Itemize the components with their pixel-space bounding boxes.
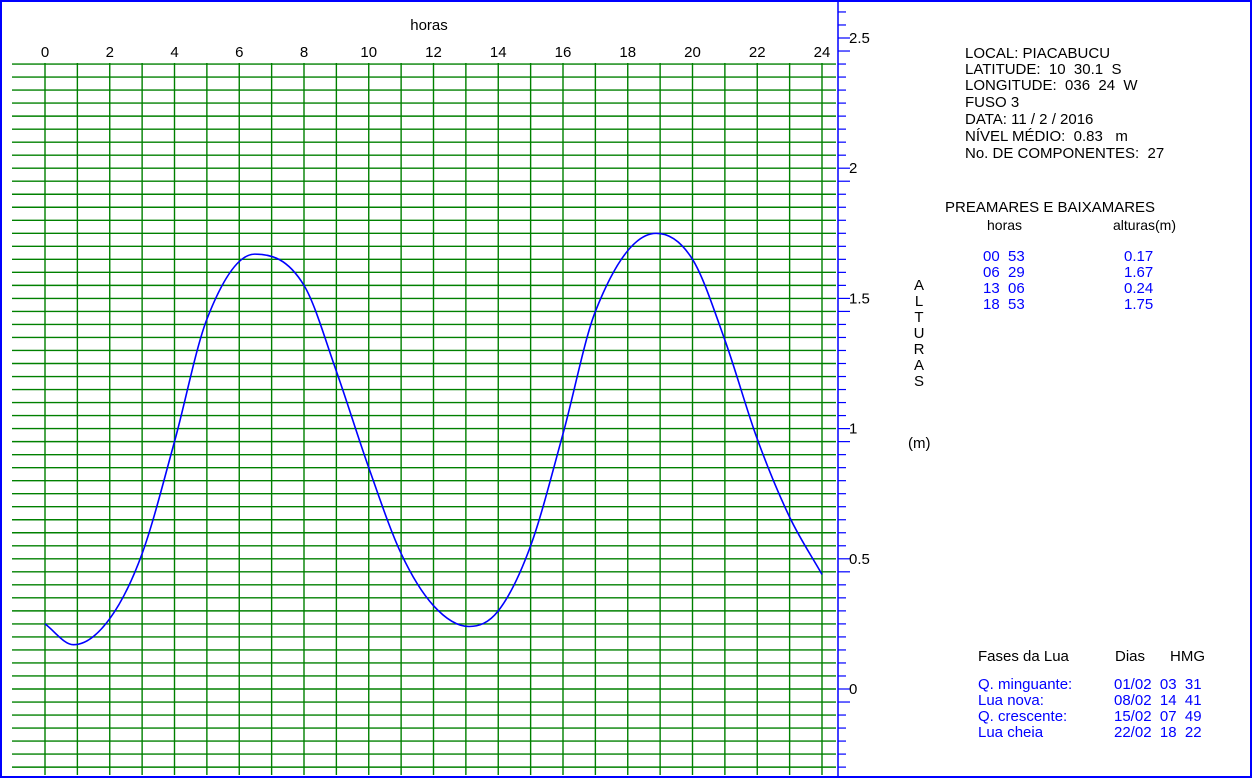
x-axis-label: horas bbox=[410, 17, 448, 34]
x-tick-label: 8 bbox=[300, 44, 308, 61]
y-tick-label: 0.5 bbox=[849, 551, 870, 568]
tide-time: 00 53 bbox=[983, 248, 1025, 265]
y-tick-label: 0 bbox=[849, 681, 857, 698]
y-axis-label-letter: U bbox=[913, 325, 925, 342]
y-tick-label: 2.5 bbox=[849, 30, 870, 47]
moon-date: 01/02 03 31 bbox=[1114, 676, 1202, 693]
y-axis-label-letter: L bbox=[914, 293, 924, 310]
moon-date: 08/02 14 41 bbox=[1114, 692, 1202, 709]
y-axis-label-letter: R bbox=[913, 341, 925, 358]
info-longitude: LONGITUDE: 036 24 W bbox=[965, 77, 1138, 94]
x-tick-label: 24 bbox=[814, 44, 831, 61]
tide-time: 18 53 bbox=[983, 296, 1025, 313]
moon-phase: Lua nova: bbox=[978, 692, 1044, 709]
x-tick-labels: 0 2 4 6 8 10 12 14 16 18 20 22 24 bbox=[41, 44, 831, 61]
moon-date: 15/02 07 49 bbox=[1114, 708, 1202, 725]
x-tick-label: 2 bbox=[106, 44, 114, 61]
x-tick-label: 20 bbox=[684, 44, 701, 61]
x-tick-label: 16 bbox=[555, 44, 572, 61]
y-axis-label-letter: A bbox=[913, 277, 924, 294]
x-tick-label: 12 bbox=[425, 44, 442, 61]
y-tick-label: 2 bbox=[849, 160, 857, 177]
y-axis-unit: (m) bbox=[908, 435, 931, 452]
moon-col-hmg: HMG bbox=[1170, 648, 1205, 665]
x-tick-label: 10 bbox=[360, 44, 377, 61]
tide-height: 1.67 bbox=[1124, 264, 1154, 281]
info-latitude: LATITUDE: 10 30.1 S bbox=[965, 61, 1122, 78]
tide-curve bbox=[44, 232, 823, 646]
x-tick-label: 0 bbox=[41, 44, 49, 61]
y-axis-label-letter: A bbox=[913, 357, 924, 374]
tides-title: PREAMARES E BAIXAMARES bbox=[945, 199, 1156, 216]
tide-height: 0.17 bbox=[1124, 248, 1154, 265]
moon-phase: Q. crescente: bbox=[978, 708, 1068, 725]
info-fuso: FUSO 3 bbox=[965, 94, 1020, 111]
x-tick-label: 22 bbox=[749, 44, 766, 61]
moon-phase: Lua cheia bbox=[978, 724, 1044, 741]
tides-col-heights: alturas(m) bbox=[1113, 217, 1177, 233]
x-tick-label: 6 bbox=[235, 44, 243, 61]
tide-time: 13 06 bbox=[983, 280, 1025, 297]
tide-height: 0.24 bbox=[1124, 280, 1154, 297]
y-tick-label: 1.5 bbox=[849, 290, 870, 307]
moon-phase: Q. minguante: bbox=[978, 676, 1073, 693]
y-tick-label: 1 bbox=[849, 421, 857, 438]
x-tick-label: 18 bbox=[619, 44, 636, 61]
info-componentes: No. DE COMPONENTES: 27 bbox=[965, 145, 1165, 162]
moon-col-days: Dias bbox=[1115, 648, 1146, 665]
x-tick-label: 14 bbox=[490, 44, 507, 61]
x-tick-label: 4 bbox=[170, 44, 178, 61]
tide-curve-group bbox=[44, 232, 823, 646]
info-local: LOCAL: PIACABUCU bbox=[965, 45, 1111, 62]
moon-date: 22/02 18 22 bbox=[1114, 724, 1202, 741]
grid bbox=[12, 63, 836, 775]
info-nivel: NÍVEL MÉDIO: 0.83 m bbox=[965, 128, 1128, 145]
tide-time: 06 29 bbox=[983, 264, 1025, 281]
tide-height: 1.75 bbox=[1124, 296, 1154, 313]
y-axis: 0 0.5 1 1.5 2 2.5 bbox=[837, 2, 870, 776]
y-axis-label-letter: T bbox=[914, 309, 924, 326]
info-data: DATA: 11 / 2 / 2016 bbox=[965, 111, 1094, 128]
tides-col-hours: horas bbox=[987, 217, 1023, 233]
moon-title: Fases da Lua bbox=[978, 648, 1069, 665]
y-axis-label-letter: S bbox=[913, 373, 924, 390]
